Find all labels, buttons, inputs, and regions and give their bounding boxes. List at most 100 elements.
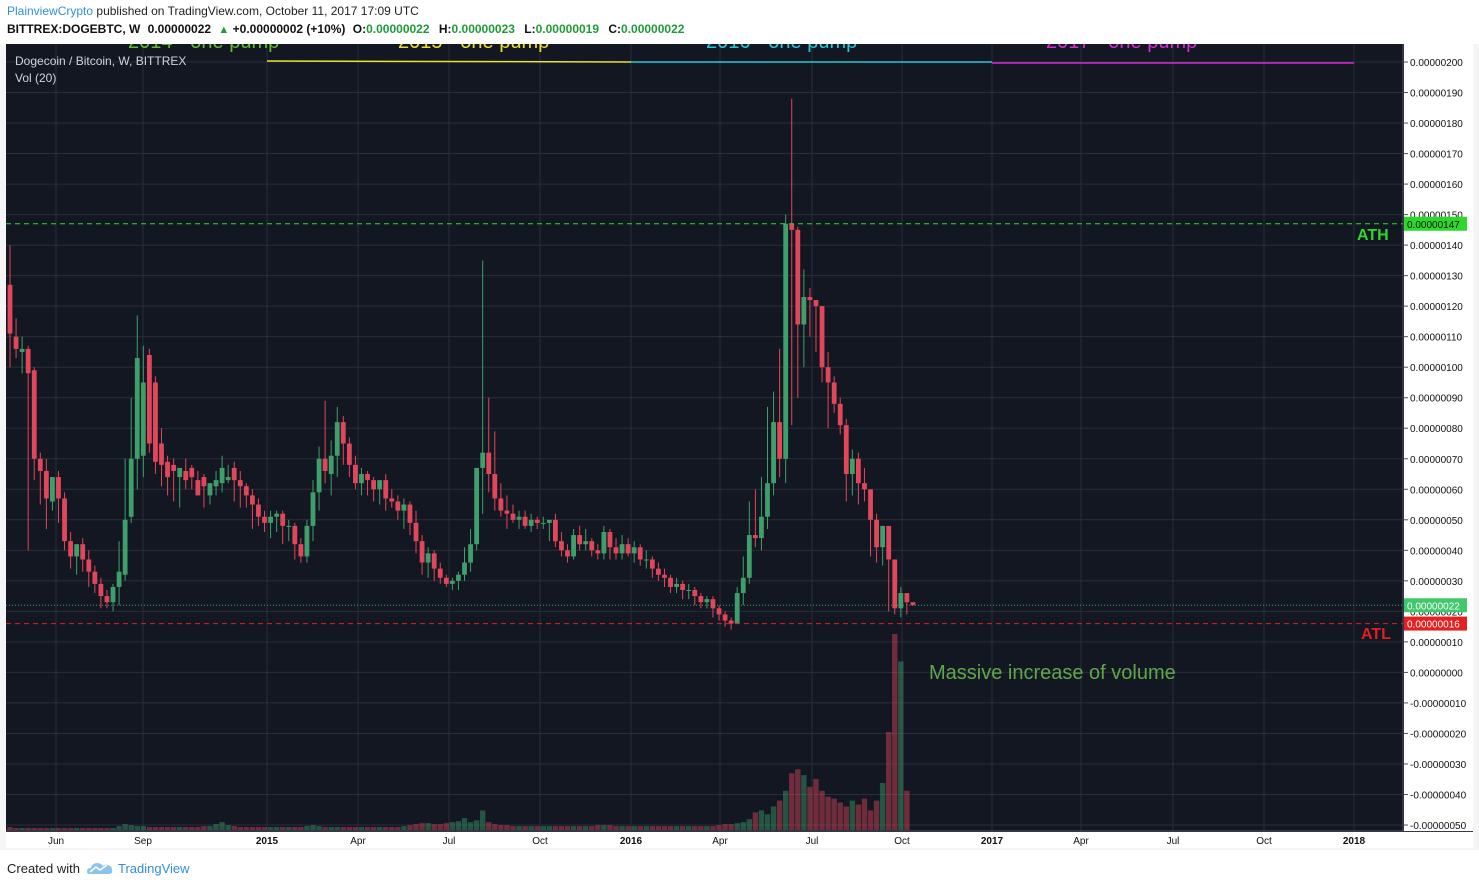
volume-bar bbox=[461, 818, 468, 830]
price-tick-label: 0.00000000 bbox=[1410, 668, 1463, 679]
volume-bar bbox=[782, 790, 789, 830]
volume-note: Massive increase of volume bbox=[929, 662, 1176, 684]
candle-body bbox=[334, 422, 340, 456]
price-axis-labels: 0.00000200 0.00000190 0.00000180 0.00000170… bbox=[1404, 58, 1467, 832]
candle-body bbox=[62, 498, 67, 542]
volume-bar bbox=[437, 824, 443, 830]
volume-bar bbox=[225, 825, 231, 830]
volume-bar bbox=[849, 800, 856, 830]
open-value: 0.00000022 bbox=[366, 22, 430, 36]
volume-bars bbox=[7, 634, 910, 830]
candle-body bbox=[110, 586, 116, 603]
candle-body bbox=[662, 574, 667, 578]
candle-body bbox=[704, 599, 710, 603]
candlestick-chart[interactable]: 2014 - one pump 2015 - one pump 2016 - o… bbox=[6, 44, 1473, 848]
volume-bar bbox=[752, 812, 759, 830]
candle-body bbox=[631, 547, 637, 554]
time-axis[interactable] bbox=[6, 832, 1473, 848]
volume-bar bbox=[740, 822, 746, 830]
level-lines bbox=[6, 223, 1403, 625]
candle-body bbox=[595, 550, 601, 554]
time-tick-label: Sep bbox=[134, 836, 152, 847]
volume-bar bbox=[492, 824, 498, 830]
candle-body bbox=[892, 559, 898, 609]
candle-body bbox=[510, 513, 516, 520]
ath-label: ATH bbox=[1357, 227, 1389, 244]
candle-body bbox=[795, 229, 801, 325]
candle-body bbox=[498, 498, 504, 511]
volume-bar bbox=[510, 826, 516, 830]
volume-bar bbox=[122, 824, 128, 830]
volume-bar bbox=[201, 826, 207, 830]
volume-bar bbox=[649, 826, 656, 830]
candle-body bbox=[68, 541, 73, 557]
price-tick-label: 0.00000040 bbox=[1410, 546, 1463, 557]
candle-body bbox=[746, 535, 752, 578]
volume-bar bbox=[873, 800, 880, 830]
volume-bar bbox=[340, 827, 346, 830]
candle-body bbox=[577, 535, 583, 545]
price-tick-label: 0.00000110 bbox=[1410, 333, 1463, 344]
volume-bar bbox=[425, 823, 431, 830]
candle-body bbox=[304, 525, 310, 557]
volume-bar bbox=[164, 827, 171, 830]
volume-bar bbox=[776, 800, 783, 830]
price-tick-label: 0.00000010 bbox=[1410, 638, 1463, 649]
up-arrow-icon: ▲ bbox=[218, 24, 230, 36]
candle-body bbox=[256, 504, 261, 517]
tradingview-link[interactable]: TradingView bbox=[118, 861, 190, 876]
volume-bar bbox=[825, 796, 831, 830]
volume-bar bbox=[589, 826, 595, 830]
price-tick-label: 0.00000030 bbox=[1410, 577, 1463, 588]
volume-bar bbox=[7, 827, 13, 830]
volume-bar bbox=[267, 827, 274, 830]
volume-bar bbox=[80, 828, 86, 830]
volume-bar bbox=[546, 826, 553, 830]
candle-body bbox=[74, 544, 80, 557]
candle-body bbox=[128, 458, 134, 517]
volume-bar bbox=[401, 826, 407, 830]
candle-body bbox=[407, 504, 413, 523]
candle-body bbox=[553, 519, 558, 542]
price-axis[interactable] bbox=[1404, 44, 1473, 831]
time-tick-label: Oct bbox=[894, 836, 910, 847]
candle-body bbox=[589, 541, 595, 551]
price-tick-label: 0.00000190 bbox=[1410, 89, 1463, 100]
volume-bar bbox=[795, 769, 801, 830]
candle-body bbox=[43, 470, 49, 499]
volume-bar bbox=[146, 827, 153, 830]
candle-body bbox=[316, 458, 322, 493]
volume-bar bbox=[570, 826, 577, 830]
price-tick-label: 0.00000120 bbox=[1410, 302, 1463, 313]
candle-body bbox=[146, 354, 152, 444]
pump-2015-line bbox=[266, 60, 632, 63]
volume-bar bbox=[746, 819, 753, 830]
chart-panel[interactable]: 2014 - one pump 2015 - one pump 2016 - o… bbox=[6, 44, 1473, 848]
low-value: 0.00000019 bbox=[535, 22, 600, 36]
volume-bar bbox=[692, 826, 698, 830]
volume-bar bbox=[413, 824, 419, 830]
candle-body bbox=[207, 483, 213, 496]
volume-bar bbox=[504, 825, 510, 830]
volume-bar bbox=[61, 828, 68, 830]
volume-bar bbox=[552, 826, 559, 830]
candle-body bbox=[504, 510, 510, 514]
volume-bar bbox=[213, 824, 219, 830]
candle-body bbox=[371, 480, 376, 490]
author-link[interactable]: PlainviewCrypto bbox=[7, 4, 94, 18]
candle-body bbox=[225, 477, 231, 481]
candle-body bbox=[849, 458, 855, 475]
candle-body bbox=[413, 522, 419, 542]
candle-body bbox=[813, 300, 819, 307]
tradingview-logo-icon[interactable] bbox=[86, 859, 114, 877]
volume-bar bbox=[255, 827, 262, 830]
candle-body bbox=[153, 382, 158, 462]
candle-body bbox=[346, 443, 352, 465]
volume-bar bbox=[673, 826, 680, 830]
candle-body bbox=[540, 522, 546, 524]
time-tick-label: 2015 bbox=[256, 836, 279, 847]
candle-body bbox=[140, 382, 146, 456]
volume-bar bbox=[667, 826, 674, 830]
volume-bar bbox=[43, 828, 50, 830]
price-tick-label: -0.00000020 bbox=[1410, 729, 1467, 740]
